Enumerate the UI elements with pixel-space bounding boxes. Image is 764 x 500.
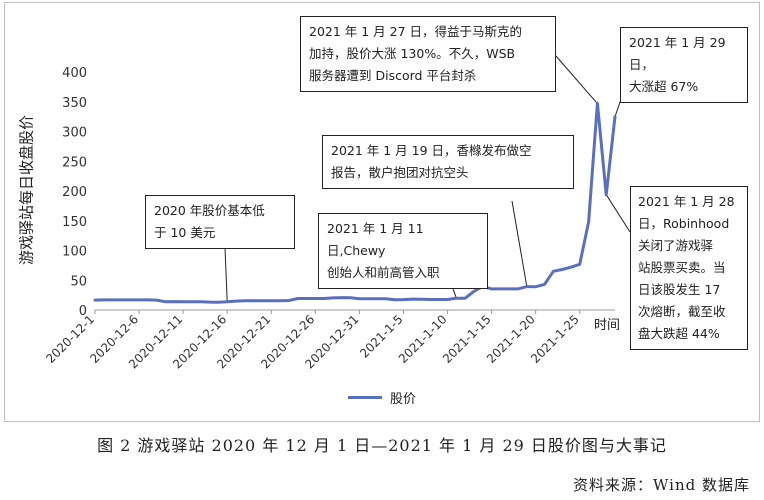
annotation-line: 加持，股价大涨 130%。不久，WSB [309, 46, 516, 61]
chart-frame [4, 2, 760, 422]
annotation-line: 盘大跌超 44% [638, 326, 720, 341]
y-tick-label: 200 [62, 185, 87, 200]
annotation-line: 关闭了游戏驿 [638, 238, 714, 253]
annotation-jan-11: 2021 年 1 月 11 日,Chewy 创始人和前高管入职 [318, 213, 488, 289]
annotation-line: 2021 年 1 月 29 日， [629, 35, 726, 72]
legend-swatch [348, 396, 382, 399]
annotation-line: 站股票买卖。当 [638, 260, 726, 275]
annotation-jan-27: 2021 年 1 月 27 日，得益于马斯克的 加持，股价大涨 130%。不久，… [300, 16, 556, 92]
y-axis-label: 游戏驿站每日收盘股价 [17, 114, 36, 266]
annotation-line: 2021 年 1 月 27 日，得益于马斯克的 [309, 24, 523, 39]
annotation-line: 报告，散户抱团对抗空头 [331, 165, 469, 180]
annotation-leader-line [511, 200, 528, 287]
legend: 股价 [348, 388, 416, 407]
x-tick-label: 2021-1-25 [528, 312, 582, 366]
annotation-2020-low-price: 2020 年股价基本低 于 10 美元 [145, 195, 295, 249]
data-source: 资料来源：Wind 数据库 [573, 476, 750, 494]
annotation-line: 2020 年股价基本低 [154, 203, 265, 218]
annotation-line: 服务器遭到 Discord 平台封杀 [309, 68, 477, 83]
y-tick-label: 0 [79, 304, 87, 319]
annotation-leader-line [224, 247, 228, 302]
annotation-leader-line [605, 194, 631, 233]
annotation-line: 2021 年 1 月 19 日，香橼发布做空 [331, 143, 532, 158]
series-line-stock-price [93, 101, 617, 304]
y-tick-label: 50 [70, 274, 87, 289]
annotation-line: 2021 年 1 月 28 [638, 194, 735, 209]
y-tick-label: 300 [62, 126, 87, 141]
annotation-line: 次熔断，截至收 [638, 304, 726, 319]
line-chart: 0501001502002503003504002020-12-12020-12… [43, 55, 631, 371]
annotation-line: 大涨超 67% [629, 79, 699, 94]
y-tick-label: 400 [62, 66, 87, 81]
annotation-line: 2021 年 1 月 11 日,Chewy [327, 221, 424, 258]
annotation-line: 日该股发生 17 [638, 282, 721, 297]
y-tick-label: 150 [62, 215, 87, 230]
annotation-line: 日，Robinhood [638, 216, 730, 231]
annotation-leader-line [555, 55, 598, 104]
y-tick-label: 350 [62, 96, 87, 111]
y-tick-label: 100 [62, 245, 87, 260]
annotation-jan-29: 2021 年 1 月 29 日， 大涨超 67% [620, 27, 748, 103]
annotation-line: 创始人和前高管入职 [327, 265, 440, 280]
annotation-jan-19: 2021 年 1 月 19 日，香橼发布做空 报告，散户抱团对抗空头 [322, 135, 574, 189]
annotation-line: 于 10 美元 [154, 225, 216, 240]
y-tick-label: 250 [62, 155, 87, 170]
legend-label: 股价 [390, 392, 417, 407]
figure-caption: 图 2 游戏驿站 2020 年 12 月 1 日—2021 年 1 月 29 日… [97, 436, 667, 455]
x-axis-label: 时间 [594, 318, 621, 333]
annotation-jan-28: 2021 年 1 月 28 日，Robinhood 关闭了游戏驿 站股票买卖。当… [630, 186, 748, 350]
